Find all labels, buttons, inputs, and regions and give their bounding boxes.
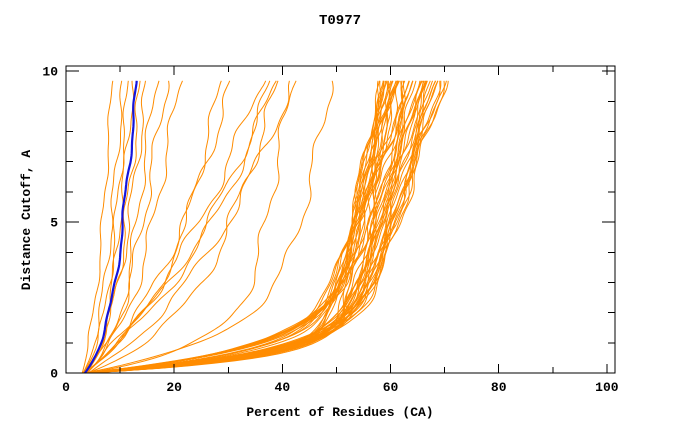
model-curve-line — [89, 80, 449, 374]
model-curve-line — [88, 80, 297, 374]
model-curve-line — [84, 80, 231, 374]
model-curve-line — [84, 80, 334, 374]
x-tick-label: 60 — [383, 380, 399, 395]
model-curve-line — [85, 80, 437, 374]
model-curve-line — [86, 80, 183, 374]
model-curve-line — [88, 80, 290, 374]
plot-border — [65, 65, 616, 374]
model-curve-line — [84, 80, 170, 374]
model-curve-line — [82, 80, 129, 374]
model-curve-line — [82, 80, 385, 374]
model-curve-line — [88, 80, 423, 374]
model-curve-line — [83, 80, 222, 374]
x-tick-label: 0 — [62, 380, 70, 395]
y-axis-label: Distance Cutoff, A — [19, 150, 34, 291]
x-axis-label: Percent of Residues (CA) — [246, 405, 433, 420]
axes-and-ticks — [65, 65, 616, 374]
y-tick-label: 5 — [50, 216, 58, 231]
chart-title: T0977 — [319, 13, 361, 29]
y-tick-label: 10 — [42, 65, 58, 80]
model-curve-line — [86, 80, 427, 374]
model-curve-line — [85, 80, 146, 374]
model-curve-line — [88, 80, 398, 374]
model-curve-line — [89, 80, 441, 374]
model-curve-line — [83, 80, 277, 374]
x-tick-label: 80 — [491, 380, 507, 395]
model-curve-line — [82, 80, 380, 374]
x-tick-label: 100 — [595, 380, 619, 395]
model-curve-line — [88, 80, 399, 374]
model-curve-line — [82, 80, 123, 374]
tick-labels-group: 0 20 40 60 80 100 0 5 10 — [42, 65, 618, 395]
model-curve-line — [86, 80, 160, 374]
y-tick-label: 0 — [50, 367, 58, 382]
x-tick-label: 40 — [275, 380, 291, 395]
model-curve-line — [86, 80, 431, 374]
model-curves-group — [81, 80, 449, 374]
model-curve-line — [88, 80, 421, 374]
model-curve-line — [84, 80, 406, 374]
model-curve-line — [81, 80, 114, 374]
model-curve-line — [82, 80, 135, 374]
x-tick-label: 20 — [166, 380, 182, 395]
reference-curve-line — [84, 80, 138, 374]
